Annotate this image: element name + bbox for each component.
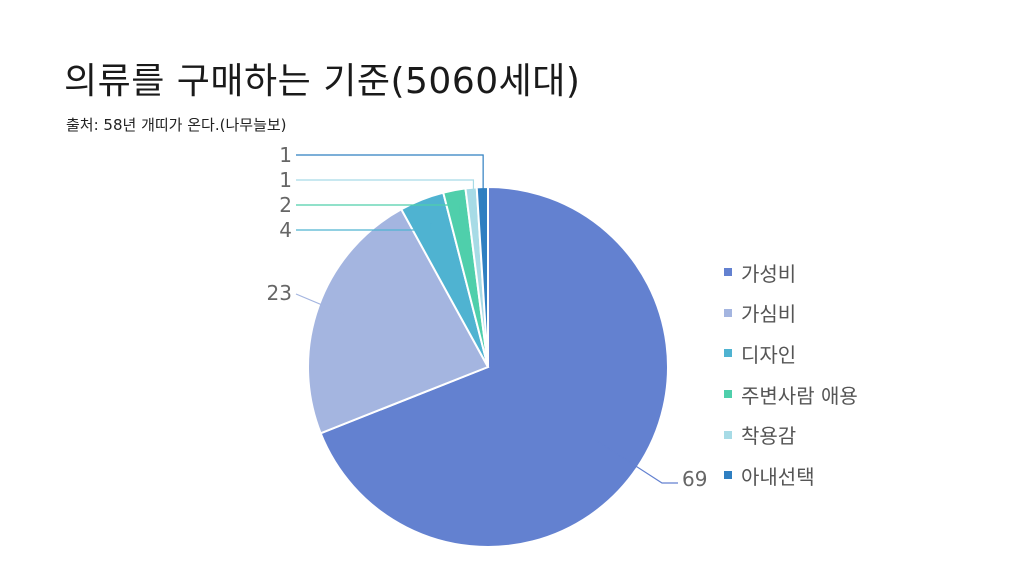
data-label: 23 (267, 281, 292, 305)
legend-item: 착용감 (724, 414, 858, 455)
legend-swatch (724, 471, 732, 480)
legend-item: 아내선택 (724, 455, 858, 496)
pie-slice (475, 185, 489, 368)
leader-line (296, 179, 475, 213)
legend-label: 가심비 (741, 302, 797, 327)
leader-line (296, 204, 460, 215)
leader-lines (295, 154, 678, 484)
leader-line (594, 439, 678, 484)
leader-line (295, 293, 362, 322)
legend-swatch (724, 349, 732, 358)
legend-label: 아내선택 (741, 464, 815, 489)
legend-label: 디자인 (741, 342, 797, 367)
data-label: 2 (279, 193, 292, 217)
legend-swatch (724, 430, 732, 439)
pie-slice (319, 185, 669, 548)
data-label: 1 (279, 143, 292, 167)
legend-label: 착용감 (741, 424, 797, 449)
legend-swatch (724, 268, 732, 277)
source-caption: 출처: 58년 개띠가 온다.(나무늘보) (66, 116, 287, 134)
data-label: 69 (682, 467, 707, 491)
legend-label: 주변사람 애용 (741, 383, 858, 408)
legend-item: 가심비 (724, 293, 858, 334)
legend-label: 가성비 (741, 261, 797, 286)
legend-item: 주변사람 애용 (724, 374, 858, 415)
chart-legend: 가성비 가심비 디자인 주변사람 애용 착용감 아내선택 (724, 252, 858, 496)
page-title: 의류를 구매하는 기준(5060세대) (64, 61, 581, 102)
legend-item: 가성비 (724, 252, 858, 293)
pie-slice (307, 207, 490, 435)
legend-swatch (724, 390, 732, 399)
data-label: 1 (279, 168, 292, 192)
legend-item: 디자인 (724, 333, 858, 374)
data-label: 4 (279, 218, 292, 242)
leader-line (296, 223, 432, 231)
pie-slices (307, 185, 669, 548)
legend-swatch (724, 308, 732, 317)
leader-line (296, 154, 484, 213)
